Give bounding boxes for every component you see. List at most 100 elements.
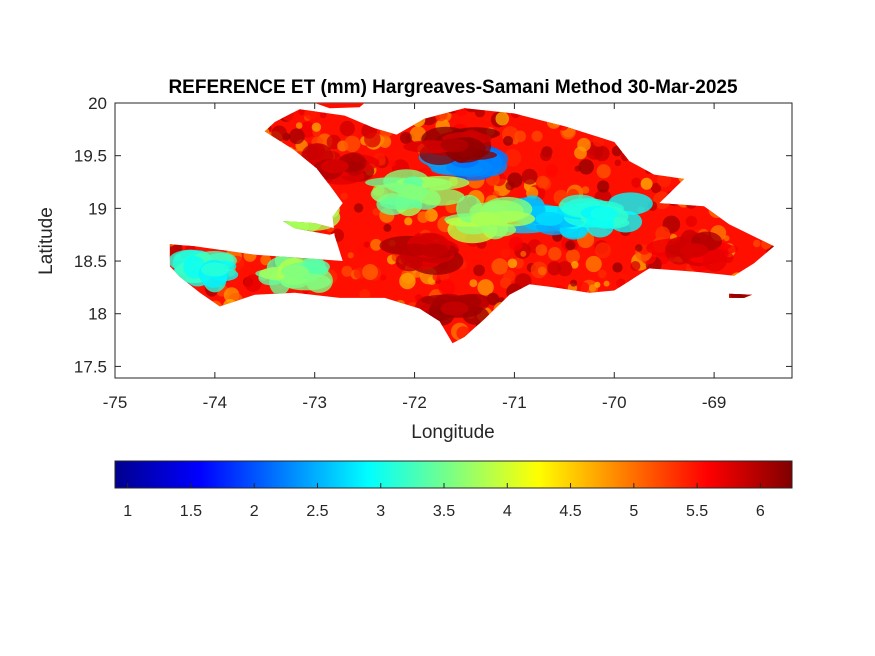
et-speckle <box>685 215 698 228</box>
et-speckle <box>578 282 590 293</box>
et-speckle <box>548 247 562 261</box>
et-field-blob <box>421 178 453 191</box>
et-speckle <box>344 135 361 153</box>
et-speckle <box>545 164 559 177</box>
et-field-core <box>200 262 229 277</box>
et-speckle <box>484 115 491 122</box>
et-speckle <box>378 135 392 148</box>
et-speckle <box>359 289 371 300</box>
x-tick-label: -73 <box>302 393 327 412</box>
y-tick-label: 18.5 <box>74 252 107 271</box>
et-speckle <box>753 239 761 248</box>
et-field-core <box>680 243 709 258</box>
et-speckle <box>614 159 622 167</box>
y-tick-label: 18 <box>88 305 107 324</box>
et-speckle <box>520 250 527 257</box>
colorbar-ticks: 1 1.5 2 2.5 3 3.5 4 4.5 5 5.5 6 <box>123 483 765 520</box>
x-tick-label: -70 <box>602 393 627 412</box>
colorbar-tick-label: 1.5 <box>180 503 202 520</box>
et-speckle <box>473 264 485 277</box>
et-speckle <box>417 211 430 224</box>
et-speckle <box>341 265 353 277</box>
et-speckle <box>514 130 527 143</box>
et-speckle <box>507 258 518 269</box>
x-tick-label: -75 <box>103 393 128 412</box>
et-speckle <box>540 149 552 162</box>
colorbar-tick-label: 4.5 <box>559 503 581 520</box>
et-speckle <box>597 269 607 279</box>
et-speckle <box>537 266 547 276</box>
et-speckle <box>432 273 441 282</box>
et-speckle <box>298 108 305 116</box>
et-speckle <box>536 175 549 189</box>
et-speckle <box>372 208 381 216</box>
colorbar-tick-label: 1 <box>123 503 132 520</box>
x-tick-label: -71 <box>502 393 527 412</box>
et-field-core <box>280 264 309 279</box>
et-speckle <box>438 279 456 296</box>
et-speckle <box>404 217 413 226</box>
et-speckle <box>495 111 510 126</box>
et-field-blob <box>462 306 490 325</box>
et-speckle <box>363 241 370 248</box>
et-speckle <box>508 236 524 251</box>
et-speckle <box>557 261 573 277</box>
et-speckle <box>565 240 576 251</box>
et-speckle <box>491 258 508 275</box>
et-speckle <box>568 157 577 165</box>
y-axis-ticks: 17.5 18 18.5 19 19.5 20 <box>74 94 792 376</box>
y-tick-label: 17.5 <box>74 357 107 376</box>
et-speckle <box>635 244 643 252</box>
et-speckle <box>469 279 478 288</box>
et-speckle <box>585 255 602 273</box>
et-speckle <box>630 261 641 271</box>
et-speckle <box>477 279 494 296</box>
et-speckle <box>340 192 348 200</box>
et-speckle <box>574 146 587 160</box>
colorbar-tick-label: 5 <box>629 503 638 520</box>
x-tick-label: -69 <box>702 393 727 412</box>
et-speckle <box>500 248 510 258</box>
x-axis-label: Longitude <box>411 422 494 443</box>
et-field-blob <box>484 211 536 227</box>
et-speckle <box>503 269 516 282</box>
et-speckle <box>289 128 305 145</box>
et-speckle <box>640 177 653 190</box>
et-speckle <box>380 274 387 281</box>
et-field-core <box>420 243 449 258</box>
colorbar-tick-label: 4 <box>503 503 512 520</box>
et-speckle <box>399 131 412 144</box>
et-speckle <box>370 238 382 251</box>
et-speckle <box>353 203 364 213</box>
et-field-blob <box>309 150 341 161</box>
colorbar-tick-label: 2 <box>250 503 259 520</box>
et-field-core <box>400 185 429 200</box>
et-speckle <box>347 252 354 259</box>
colorbar-tick-label: 5.5 <box>686 503 708 520</box>
et-speckle <box>364 130 381 148</box>
et-speckle <box>339 120 355 137</box>
y-tick-label: 19.5 <box>74 147 107 166</box>
et-speckle <box>388 159 396 167</box>
et-field-blob <box>702 248 727 272</box>
et-field-core <box>590 206 619 221</box>
et-speckle <box>596 164 611 179</box>
et-speckle <box>570 279 578 287</box>
et-field-blob <box>665 236 694 265</box>
colorbar-tick-label: 2.5 <box>306 503 328 520</box>
et-speckle <box>311 122 322 132</box>
et-speckle <box>631 177 642 188</box>
et-speckle <box>319 111 327 119</box>
colorbar-tick-label: 3.5 <box>433 503 455 520</box>
et-speckle <box>271 125 288 142</box>
et-field-core <box>535 211 564 226</box>
et-field-blob <box>302 259 330 274</box>
y-tick-label: 19 <box>88 199 107 218</box>
et-speckle <box>244 274 262 292</box>
et-speckle <box>535 244 548 256</box>
et-field-core <box>320 159 349 174</box>
colorbar-tick-label: 3 <box>376 503 385 520</box>
et-speckle <box>597 180 610 193</box>
et-speckle <box>504 149 522 167</box>
